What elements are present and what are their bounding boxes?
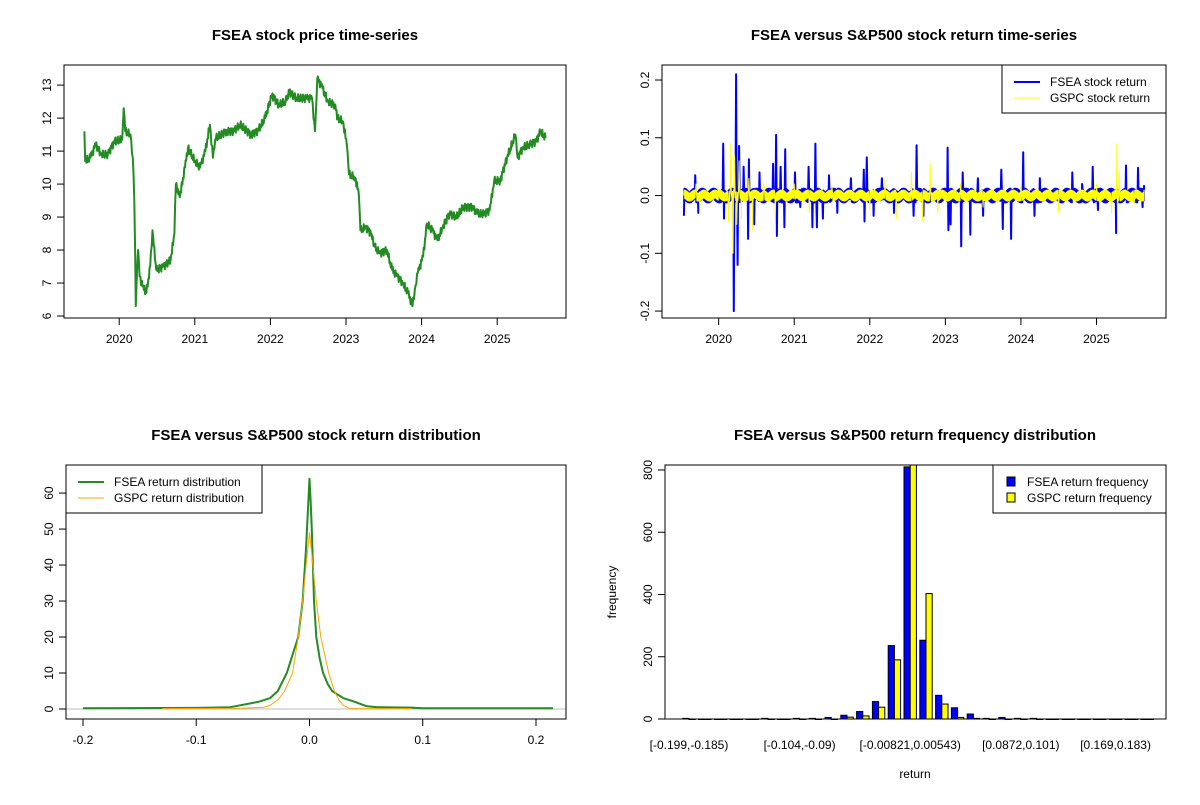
legend-box <box>1001 64 1167 114</box>
y-tick-label: 60 <box>42 486 56 500</box>
y-tick-label: 0.0 <box>638 187 652 204</box>
x-tick-label: -0.1 <box>186 733 207 747</box>
x-tick-label: 2024 <box>408 332 435 346</box>
bar-gspc <box>893 659 902 720</box>
bar-gspc <box>925 593 933 720</box>
chart-title: FSEA versus S&P500 stock return distribu… <box>151 427 481 444</box>
plot-area <box>66 477 566 710</box>
y-tick-label: 400 <box>641 584 655 604</box>
y-tick-label: 30 <box>42 594 56 608</box>
x-axis-label: return <box>899 767 930 781</box>
x-tick-label: 2022 <box>257 332 284 346</box>
x-tick-label: 2020 <box>705 332 732 346</box>
bar-fsea <box>950 707 959 720</box>
legend-swatch <box>1006 492 1016 503</box>
y-tick-label: -0.1 <box>638 243 652 264</box>
y-tick-label: 9 <box>40 213 54 220</box>
y-tick-label: 40 <box>42 558 56 572</box>
y-tick-label: 13 <box>40 78 54 92</box>
y-tick-label: 0.1 <box>638 129 652 146</box>
series-line-2 <box>683 143 1145 254</box>
bar-gspc <box>909 464 917 720</box>
y-tick-label: 0 <box>42 705 56 712</box>
bar-fsea <box>935 694 943 720</box>
x-tick-label: -0.2 <box>73 733 94 747</box>
series-line-1 <box>82 477 553 710</box>
panel-4: FSEA versus S&P500 return frequency dist… <box>605 427 1167 781</box>
x-tick-label: [-0.104,-0.09) <box>764 738 836 752</box>
y-tick-label: 600 <box>641 522 655 542</box>
legend: FSEA return frequency GSPC return frequen… <box>992 464 1167 514</box>
legend: FSEA stock return GSPC stock return <box>1001 64 1167 114</box>
x-tick-label: 0.2 <box>528 733 545 747</box>
series-line-1 <box>83 75 547 308</box>
plot-box <box>63 64 567 319</box>
x-tick-label: [-0.00821,0.00543) <box>859 738 960 752</box>
chart-title: FSEA versus S&P500 return frequency dist… <box>734 427 1096 444</box>
y-tick-label: 7 <box>40 279 54 286</box>
y-tick-label: -0.2 <box>638 300 652 321</box>
plot-area <box>83 75 547 308</box>
legend-label: FSEA stock return <box>1050 75 1147 89</box>
bar-fsea <box>903 466 911 720</box>
bar-fsea <box>919 639 927 720</box>
y-tick-label: 10 <box>40 177 54 191</box>
y-tick-label: 6 <box>40 312 54 319</box>
plot-box <box>65 464 567 720</box>
x-tick-label: 2021 <box>181 332 208 346</box>
x-tick-label: 2025 <box>484 332 511 346</box>
legend-swatch <box>1006 476 1016 487</box>
legend-label: GSPC return frequency <box>1027 491 1152 505</box>
y-tick-label: 800 <box>641 460 655 480</box>
bar-gspc <box>878 706 886 720</box>
y-tick-label: 200 <box>641 646 655 666</box>
legend-label: FSEA return distribution <box>114 475 241 489</box>
y-tick-label: 50 <box>42 522 56 536</box>
series-line-2 <box>162 532 412 710</box>
y-tick-label: 12 <box>40 111 54 125</box>
x-tick-label: 2023 <box>932 332 959 346</box>
y-axis-label: frequency <box>605 566 619 619</box>
chart-title: FSEA stock price time-series <box>212 27 418 44</box>
series-line-1 <box>682 73 1146 313</box>
bar-fsea <box>966 713 974 720</box>
y-tick-label: 0.2 <box>638 71 652 88</box>
y-tick-label: 10 <box>42 666 56 680</box>
x-tick-label: [0.0872,0.101) <box>982 738 1059 752</box>
x-tick-label: 2023 <box>333 332 360 346</box>
panel-2: FSEA versus S&P500 stock return time-ser… <box>638 27 1167 346</box>
plot-box <box>664 464 1167 720</box>
legend-label: FSEA return frequency <box>1027 475 1148 489</box>
x-tick-label: [-0.199,-0.185) <box>650 738 729 752</box>
bar-fsea <box>871 701 880 720</box>
x-tick-label: 0.0 <box>301 733 318 747</box>
panel-3: FSEA versus S&P500 stock return distribu… <box>42 427 567 747</box>
bar-gspc <box>941 703 949 720</box>
x-tick-label: 2024 <box>1008 332 1035 346</box>
x-tick-label: 2020 <box>106 332 133 346</box>
bar-fsea <box>840 714 848 720</box>
chart-title: FSEA versus S&P500 stock return time-ser… <box>751 27 1077 44</box>
legend-box <box>992 464 1167 514</box>
x-tick-label: 0.1 <box>414 733 431 747</box>
x-tick-label: 2021 <box>781 332 808 346</box>
y-tick-label: 11 <box>40 145 54 158</box>
legend-label: GSPC stock return <box>1050 91 1150 105</box>
panel-1: FSEA stock price time-series 6 7 8 9 10 11 12 13… <box>40 27 567 346</box>
plot-area <box>682 73 1146 313</box>
bar-fsea <box>856 711 864 720</box>
x-tick-label: 2022 <box>856 332 883 346</box>
y-tick-label: 20 <box>42 630 56 644</box>
y-tick-label: 0 <box>641 715 655 722</box>
bar-fsea <box>887 645 895 720</box>
plot-box <box>661 64 1167 319</box>
legend: FSEA return distribution GSPC return dist… <box>65 464 263 514</box>
x-tick-label: 2025 <box>1083 332 1110 346</box>
y-tick-label: 8 <box>40 246 54 253</box>
x-tick-label: [0.169,0.183) <box>1080 738 1151 752</box>
legend-box <box>65 464 263 514</box>
legend-label: GSPC return distribution <box>114 491 244 505</box>
